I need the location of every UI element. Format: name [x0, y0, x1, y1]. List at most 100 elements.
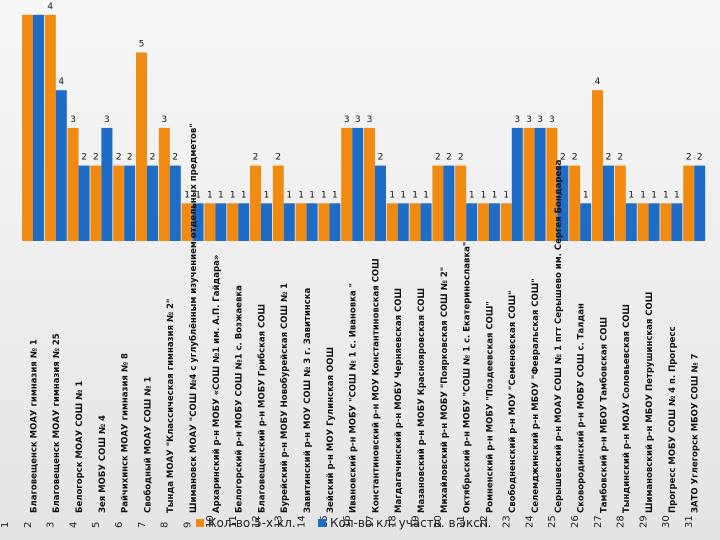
row-number-13: 14 [296, 515, 307, 528]
value-label-s0-19: 2 [458, 153, 464, 163]
row-number-4: 5 [91, 522, 102, 528]
legend-swatch-series-0 [196, 519, 204, 527]
category-label-17: Мазановский р-н МОБУ Краснояровская СОШ [417, 288, 427, 513]
value-label-s1-21: 3 [514, 115, 520, 125]
value-label-s1-24: 1 [583, 190, 589, 200]
value-label-s1-9: 1 [241, 190, 247, 200]
bar-s0-2 [67, 127, 79, 241]
value-label-s1-1: 4 [58, 77, 64, 87]
value-label-s1-17: 1 [423, 190, 429, 200]
value-label-s1-20: 1 [492, 190, 498, 200]
value-label-s1-19: 1 [469, 190, 475, 200]
legend: Кол-во 5-х кл. Кол-во кл. участв. в эксп… [196, 516, 491, 530]
bar-s0-25 [592, 90, 603, 241]
bar-s1-25 [603, 165, 614, 241]
value-label-s0-16: 1 [389, 190, 395, 200]
value-label-s1-22: 3 [537, 115, 543, 125]
row-number-23: 24 [524, 515, 535, 528]
bar-s1-10 [261, 203, 272, 241]
value-label-s0-11: 2 [275, 153, 281, 163]
bar-s0-12 [295, 203, 307, 241]
bar-s1-15 [375, 165, 386, 241]
value-label-s0-6: 3 [161, 115, 167, 125]
value-label-s1-23: 2 [560, 153, 566, 163]
bars-layer [22, 14, 706, 241]
category-label-3: Зея МОБУ СОШ № 4 [98, 415, 108, 513]
value-label-s0-12: 1 [298, 190, 304, 200]
category-label-29: ЗАТО Углегорск МБОУ СОШ № 7 [691, 353, 701, 513]
bar-s0-28 [660, 203, 672, 241]
category-label-11: Бурейский р-н МОБУ Новобурейская СОШ № 1 [279, 283, 290, 513]
value-label-s0-18: 2 [435, 153, 441, 163]
bar-s1-6 [169, 165, 181, 241]
category-label-12: Завитинский р-н МОУ СОШ № 3 г. Завитинск… [303, 288, 313, 513]
row-number-19: 20 [433, 515, 444, 528]
value-label-s0-10: 2 [253, 153, 259, 163]
bar-s0-8 [204, 203, 216, 241]
value-label-s0-7: 1 [184, 190, 190, 200]
category-labels-layer: Благовещенск МОАУ гимназия № 1 Благовещен… [29, 123, 700, 513]
bar-s0-5 [136, 52, 147, 241]
category-label-4: Райчихинск МОАУ гимназия № 8 [121, 353, 131, 513]
category-label-8: Архаринский р-н МОБУ «СОШ №1 им. А.П. Га… [212, 255, 222, 513]
bar-s0-1 [44, 14, 56, 241]
bar-s1-8 [215, 203, 227, 241]
category-label-23: Серышевский р-н МОАУ СОШ № 1 пгт Серышев… [554, 159, 564, 513]
category-label-14: Ивановский р-н МОБУ "СОШ № 1 с. Ивановка… [349, 283, 359, 513]
row-number-16: 17 [365, 515, 376, 528]
legend-label-series-0: Кол-во 5-х кл. [208, 516, 296, 530]
category-label-18: Михайловский р-н МОБУ "Поярковская СОШ №… [440, 267, 450, 513]
value-label-s1-3: 3 [104, 115, 110, 125]
row-number-7: 8 [160, 522, 171, 528]
bar-s0-27 [637, 203, 649, 241]
bar-s1-24 [580, 203, 592, 241]
value-label-s0-29: 2 [686, 153, 692, 163]
bar-s0-3 [90, 165, 102, 241]
value-label-s0-28: 1 [663, 190, 669, 200]
bar-s0-20 [478, 203, 489, 241]
value-label-s1-16: 1 [400, 190, 406, 200]
value-label-s1-26: 1 [628, 190, 634, 200]
row-number-27: 28 [616, 515, 627, 528]
bar-s1-11 [283, 203, 295, 241]
row-number-17: 18 [388, 515, 399, 528]
category-label-25: Тамбовский р-н МБОУ Тамбовская СОШ [598, 317, 609, 513]
value-label-s0-3: 2 [93, 153, 99, 163]
row-number-8: 9 [182, 522, 193, 528]
bar-s1-14 [352, 127, 364, 241]
bar-s1-22 [534, 127, 546, 241]
bar-s1-26 [625, 203, 637, 241]
row-number-15: 16 [342, 515, 353, 528]
bar-s1-4 [124, 165, 136, 241]
bar-s1-2 [78, 165, 90, 241]
value-label-s1-8: 1 [218, 190, 224, 200]
category-label-22: Селемджинский р-н МБОУ "Февральская СОШ" [531, 278, 541, 513]
category-label-10: Благовещенский р-н МОБУ Грибская СОШ [256, 304, 267, 513]
category-label-27: Шимановский р-н МБОУ Петрушинская СОШ [645, 292, 655, 513]
category-label-13: Зейский р-н МОУ Гулинская ООШ [326, 347, 336, 513]
value-label-s1-12: 1 [309, 190, 315, 200]
value-label-s1-27: 1 [651, 190, 657, 200]
bar-s1-29 [694, 165, 706, 241]
bar-s0-15 [364, 127, 375, 241]
value-label-s0-9: 1 [230, 190, 236, 200]
value-label-s1-14: 3 [355, 115, 361, 125]
bar-s1-7 [192, 203, 204, 241]
value-label-s1-25: 2 [606, 153, 612, 163]
bar-s0-24 [569, 165, 581, 241]
row-number-26: 27 [593, 515, 604, 528]
value-label-s0-5: 5 [139, 40, 145, 50]
bar-s1-1 [55, 90, 67, 241]
bar-s0-10 [250, 165, 261, 241]
category-label-24: Сковородинский р-н МОБУ СОШ с. Талдан [577, 303, 587, 513]
row-number-10: 11 [228, 515, 239, 528]
value-label-s1-28: 1 [674, 190, 680, 200]
value-label-s0-4: 2 [116, 153, 122, 163]
bar-s1-18 [443, 165, 455, 241]
legend-swatch-series-1 [318, 519, 326, 527]
value-label-s0-13: 1 [321, 190, 327, 200]
category-label-21: Свободненский р-н МОУ "Семеновская СОШ" [507, 290, 518, 513]
value-label-s1-13: 1 [332, 190, 338, 200]
category-label-6: Тында МОАУ "Классическая гимназия № 2" [166, 299, 176, 513]
value-label-s0-21: 1 [503, 190, 509, 200]
